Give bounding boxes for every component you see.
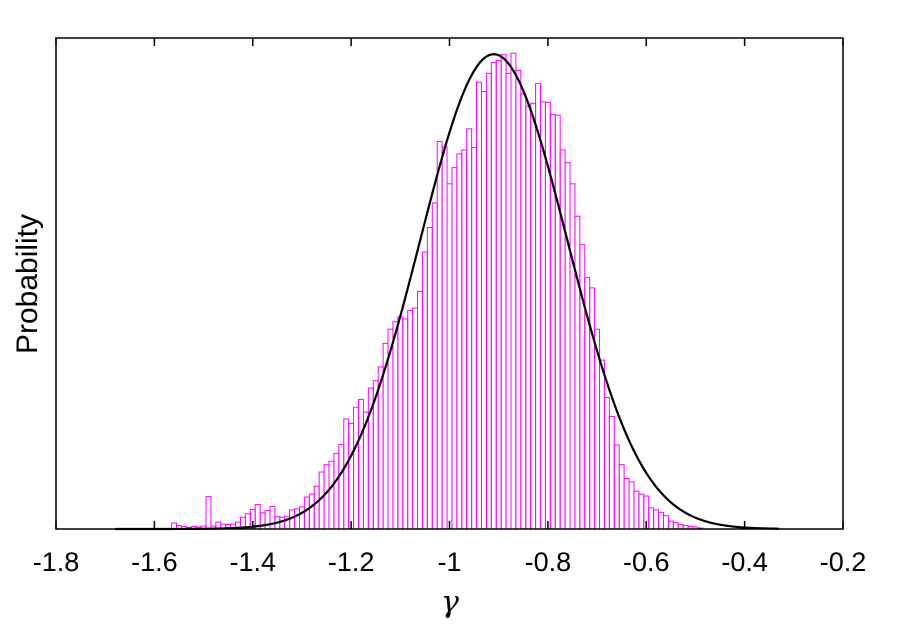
histogram-bar (510, 52, 517, 530)
x-tick-label: -0.6 (623, 547, 670, 577)
x-tick-label: -1.6 (131, 547, 178, 577)
histogram-bar (633, 490, 640, 530)
histogram-bar (618, 464, 625, 530)
y-axis-label: Probability (11, 214, 44, 354)
histogram-bar (603, 396, 610, 530)
histogram-bar (667, 520, 674, 530)
histogram-bar (638, 493, 645, 530)
x-tick-label: -0.2 (820, 547, 867, 577)
histogram-bar (402, 318, 409, 530)
histogram-bar (490, 62, 497, 530)
histogram-bar (348, 422, 355, 530)
histogram-bar (466, 128, 473, 530)
histogram-bar (628, 481, 635, 530)
histogram-bar (338, 444, 345, 530)
histogram-bar (328, 460, 335, 530)
histogram-bar (471, 146, 478, 530)
histogram-bar (431, 202, 438, 530)
histogram-bar (456, 153, 463, 530)
histogram-bar (500, 54, 507, 530)
histogram-bar (520, 93, 527, 530)
histogram-bar (535, 83, 542, 530)
histogram-bar (525, 105, 532, 530)
x-tick-label: -1.4 (229, 547, 276, 577)
histogram-bar (377, 366, 384, 530)
histogram-bar (343, 418, 350, 530)
histogram-bar (412, 307, 419, 530)
histogram-bar (574, 215, 581, 530)
histogram-bar (515, 69, 522, 530)
x-tick-label: -0.8 (525, 547, 572, 577)
histogram-bar (313, 485, 320, 530)
histogram-bar (662, 515, 669, 530)
histogram-bar (407, 310, 414, 530)
x-tick-label: -0.4 (721, 547, 768, 577)
histogram-bar (333, 452, 340, 530)
histogram-bar (599, 359, 605, 530)
histogram-bar (308, 493, 315, 530)
histogram-bar (476, 81, 482, 530)
histogram-bar (426, 227, 433, 530)
plot-frame (55, 37, 844, 530)
histogram-bar (303, 496, 310, 530)
histogram-bar (608, 416, 615, 530)
x-tick-label: -1.2 (328, 547, 375, 577)
histogram-bar (436, 141, 443, 530)
x-tick-label: -1 (437, 547, 461, 577)
histogram-bar (613, 444, 620, 530)
histogram-bar (421, 251, 428, 530)
histogram-bar (554, 114, 561, 530)
histogram-bar (441, 146, 448, 530)
histogram-bar (358, 398, 364, 530)
histogram-bar (530, 102, 537, 530)
histogram-bar (205, 496, 212, 530)
histogram-bar (397, 316, 404, 530)
histogram-bar (294, 508, 300, 530)
histogram-bar (451, 167, 458, 530)
histogram-bar (298, 506, 305, 530)
histogram-bar (269, 505, 276, 530)
histogram-bar (417, 290, 423, 530)
histogram-bar (264, 509, 271, 530)
histogram-bar (623, 477, 630, 530)
histogram-bar (495, 60, 502, 530)
histogram-bars (171, 52, 704, 530)
x-tick-label: -1.8 (33, 547, 80, 577)
histogram-bar (672, 522, 679, 530)
histogram-bar (653, 509, 660, 530)
histogram-bar (279, 516, 286, 530)
histogram-bar (485, 72, 492, 530)
histogram-bar (505, 72, 512, 530)
histogram-bar (461, 149, 468, 530)
histogram-bar (569, 183, 576, 530)
histogram-bar (658, 511, 664, 530)
histogram-bar (446, 183, 453, 530)
histogram-bar (540, 101, 546, 530)
histogram-bar (353, 406, 359, 530)
x-axis-ticks: -1.8 -1.6 -1.4 -1.2 -1 -0.8 -0.6 -0.4 -0.2 (33, 38, 867, 577)
histogram-bar (392, 321, 399, 530)
x-axis-label: γ (441, 585, 459, 620)
histogram-bar (480, 91, 487, 530)
histogram-bar (564, 162, 571, 530)
histogram-bar (323, 464, 330, 530)
histogram-bar (559, 149, 566, 530)
histogram-bar (648, 507, 655, 530)
